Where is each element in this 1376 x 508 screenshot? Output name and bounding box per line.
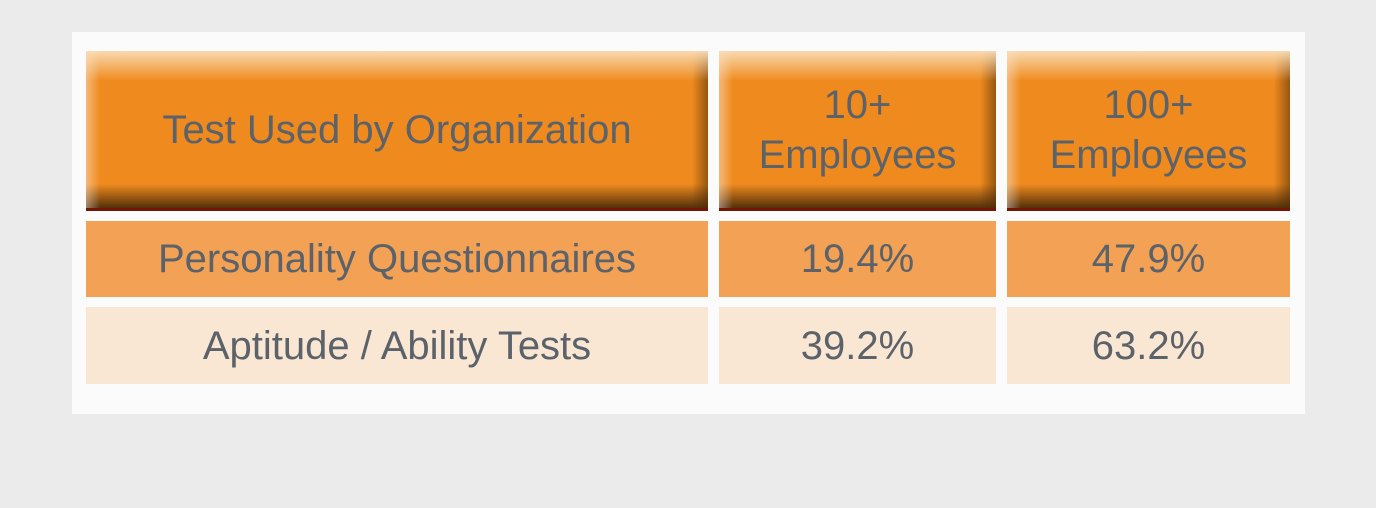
tests-usage-table: Test Used by Organization 10+ Employees … (86, 51, 1290, 384)
header-label-10plus-employees: 10+ Employees (758, 82, 957, 177)
row-label-text: Personality Questionnaires (157, 237, 637, 281)
header-cell-100plus-employees: 100+ Employees (1007, 51, 1290, 211)
value-text: 19.4% (800, 237, 915, 281)
value-text: 63.2% (1091, 323, 1206, 368)
table-card: Test Used by Organization 10+ Employees … (72, 32, 1305, 414)
header-label-100plus-employees: 100+ Employees (1049, 82, 1248, 177)
header-cell-test-used: Test Used by Organization (86, 51, 708, 211)
header-cell-10plus-employees: 10+ Employees (719, 51, 996, 211)
value-cell-personality-10plus: 19.4% (719, 221, 996, 297)
header-label-test-used: Test Used by Organization (162, 107, 632, 152)
row-label-personality-questionnaires: Personality Questionnaires (86, 221, 708, 297)
value-cell-aptitude-100plus: 63.2% (1007, 307, 1290, 384)
value-text: 47.9% (1091, 237, 1206, 281)
value-cell-personality-100plus: 47.9% (1007, 221, 1290, 297)
value-cell-aptitude-10plus: 39.2% (719, 307, 996, 384)
row-label-text: Aptitude / Ability Tests (202, 323, 592, 368)
value-text: 39.2% (800, 323, 915, 368)
row-label-aptitude-ability-tests: Aptitude / Ability Tests (86, 307, 708, 384)
